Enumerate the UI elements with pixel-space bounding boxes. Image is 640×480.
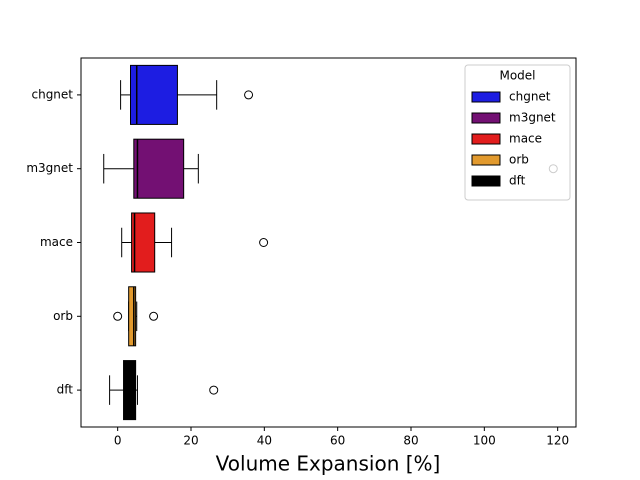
x-tick-label: 0 bbox=[114, 434, 122, 448]
x-tick-label: 40 bbox=[257, 434, 272, 448]
box bbox=[131, 212, 156, 273]
outlier bbox=[113, 311, 123, 321]
legend-label: chgnet bbox=[509, 90, 551, 104]
y-tick-label: chgnet bbox=[31, 87, 73, 101]
box bbox=[133, 138, 185, 199]
legend-swatch bbox=[471, 91, 501, 103]
x-tick-label: 120 bbox=[546, 434, 569, 448]
x-tick-label: 80 bbox=[403, 434, 418, 448]
legend-swatch bbox=[471, 133, 501, 145]
legend-label: mace bbox=[509, 132, 542, 146]
legend-title: Model bbox=[499, 69, 535, 83]
y-tick-label: mace bbox=[40, 235, 73, 249]
plot-frame bbox=[80, 57, 577, 428]
x-tick-label: 100 bbox=[473, 434, 496, 448]
outlier bbox=[209, 385, 219, 395]
legend-label: m3gnet bbox=[509, 111, 556, 125]
outlier bbox=[259, 238, 269, 247]
y-tick-label: m3gnet bbox=[26, 161, 73, 175]
legend-swatch bbox=[471, 112, 501, 124]
box bbox=[123, 360, 137, 421]
x-axis-label: Volume Expansion [%] bbox=[216, 452, 441, 476]
outlier bbox=[149, 311, 159, 321]
y-tick-label: dft bbox=[57, 383, 74, 397]
box bbox=[130, 64, 178, 125]
y-tick-label: orb bbox=[53, 309, 73, 323]
x-tick-label: 20 bbox=[183, 434, 198, 448]
legend-swatch bbox=[471, 154, 501, 166]
legend-label: dft bbox=[509, 174, 526, 188]
box bbox=[128, 286, 137, 347]
x-tick-label: 60 bbox=[330, 434, 345, 448]
outlier bbox=[244, 90, 254, 100]
legend-swatch bbox=[471, 175, 501, 187]
legend-label: orb bbox=[509, 153, 529, 167]
